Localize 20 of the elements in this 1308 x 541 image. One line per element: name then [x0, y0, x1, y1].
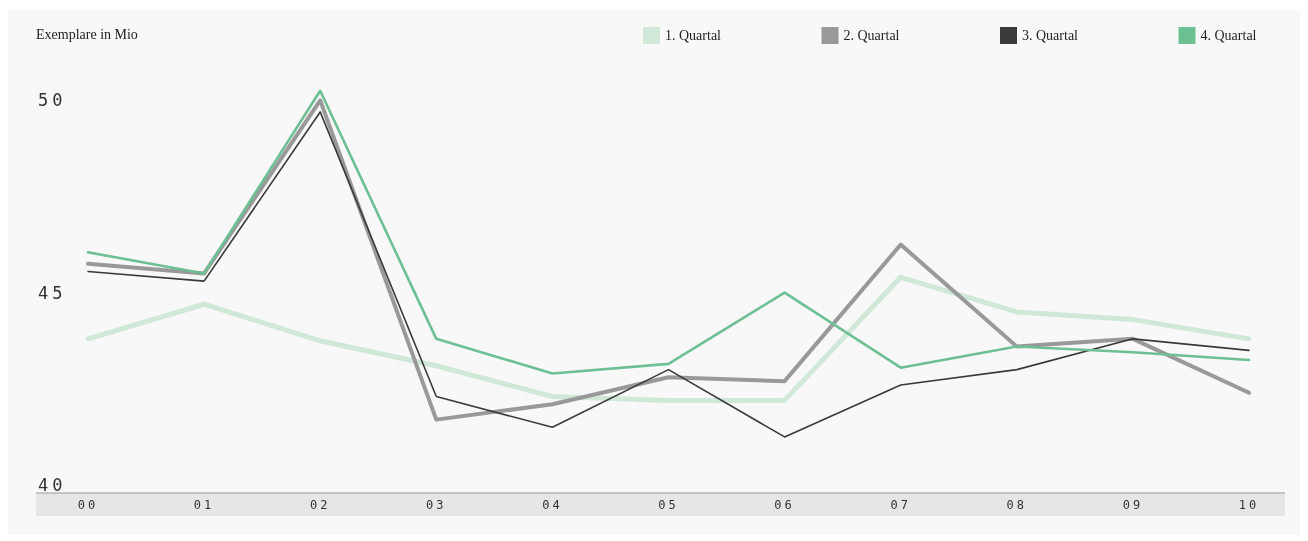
line-series	[86, 89, 1251, 375]
x-tick-label: 01	[193, 498, 215, 512]
legend-label: 4. Quartal	[1200, 28, 1257, 43]
x-tick-label: 03	[426, 498, 447, 512]
y-axis-title: Exemplare in Mio	[36, 27, 138, 42]
legend-label: 2. Quartal	[843, 28, 900, 43]
x-tick-label: 05	[658, 498, 679, 512]
legend-label: 3. Quartal	[1022, 28, 1079, 43]
x-tick-label: 10	[1238, 498, 1260, 512]
y-tick-label: 50	[38, 90, 67, 111]
x-tick-label: 04	[542, 498, 563, 512]
legend-label: 1. Quartal	[665, 28, 722, 43]
x-tick-label: 09	[1122, 498, 1144, 512]
y-tick-label: 40	[38, 474, 67, 495]
x-tick-label: 02	[309, 498, 331, 512]
x-tick-label: 08	[1006, 498, 1028, 512]
x-tick-label: 00	[77, 498, 99, 512]
x-tick-label: 07	[890, 498, 911, 512]
y-tick-label: 45	[38, 282, 67, 303]
x-tick-label: 06	[774, 498, 795, 512]
